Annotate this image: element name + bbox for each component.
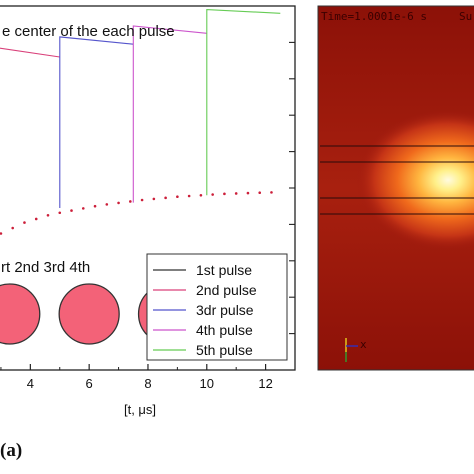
pulse-circle bbox=[58, 283, 120, 345]
data-point bbox=[234, 192, 238, 195]
pulse-center-annotation: e center of the each pulse bbox=[2, 23, 175, 40]
triad-x-label: x bbox=[360, 338, 367, 351]
data-point bbox=[187, 194, 191, 198]
data-point bbox=[23, 221, 26, 224]
data-point bbox=[199, 193, 203, 197]
series-line bbox=[0, 47, 60, 58]
data-point bbox=[223, 192, 226, 196]
data-point bbox=[0, 232, 3, 235]
x-axis-label: [t, μs] bbox=[124, 402, 156, 417]
sim-hotspot bbox=[356, 110, 474, 250]
data-point bbox=[117, 201, 120, 205]
legend-box bbox=[146, 253, 288, 361]
data-point bbox=[152, 197, 156, 201]
data-point bbox=[93, 204, 97, 208]
data-point bbox=[58, 211, 62, 215]
dotted-series bbox=[0, 191, 273, 235]
data-point bbox=[129, 200, 132, 203]
x-tick-label: 4 bbox=[27, 376, 34, 391]
x-tick-label: 10 bbox=[200, 376, 214, 391]
plot-area: e center of the each pulse rt 2nd 3rd 4t… bbox=[0, 5, 296, 371]
pulse-circle bbox=[0, 283, 41, 345]
data-point bbox=[11, 226, 15, 230]
series-line bbox=[132, 25, 207, 203]
x-tick-labels: 4 6 8 10 12 bbox=[27, 376, 273, 391]
data-point bbox=[270, 191, 273, 194]
legend-label: 3dr pulse bbox=[196, 302, 254, 318]
data-point bbox=[258, 191, 262, 195]
panel-label: (a) bbox=[0, 440, 23, 461]
simulation-panel: Time=1.0001e-6 s Su x bbox=[317, 5, 474, 371]
data-point bbox=[140, 198, 144, 202]
data-point bbox=[46, 214, 50, 217]
x-tick-label: 12 bbox=[258, 376, 272, 391]
y-axis-ticks bbox=[289, 41, 295, 335]
legend: 1st pulse 2nd pulse 3dr pulse 4th pulse 5th … bbox=[146, 253, 288, 361]
data-point bbox=[164, 196, 167, 200]
series-lines bbox=[0, 9, 281, 208]
legend-label: 1st pulse bbox=[196, 262, 252, 278]
data-point bbox=[70, 209, 73, 212]
sim-axis-triad: x bbox=[345, 338, 367, 362]
legend-label: 4th pulse bbox=[196, 322, 253, 338]
data-point bbox=[246, 191, 250, 195]
x-tick-label: 6 bbox=[86, 376, 93, 391]
sim-title-fragment: Su bbox=[459, 10, 472, 23]
legend-label: 5th pulse bbox=[196, 342, 253, 358]
data-point bbox=[176, 195, 179, 199]
data-point bbox=[105, 203, 109, 206]
sim-time-label: Time=1.0001e-6 s bbox=[321, 10, 427, 23]
sim-frame bbox=[317, 5, 474, 371]
x-axis-ticks bbox=[0, 364, 296, 370]
legend-label: 2nd pulse bbox=[196, 282, 257, 298]
series-line bbox=[59, 36, 134, 208]
data-point bbox=[34, 217, 38, 221]
data-point bbox=[81, 207, 85, 210]
circle-labels: rt 2nd 3rd 4th bbox=[1, 259, 90, 276]
series-line bbox=[206, 9, 281, 196]
data-point bbox=[211, 193, 214, 196]
x-tick-label: 8 bbox=[144, 376, 151, 391]
